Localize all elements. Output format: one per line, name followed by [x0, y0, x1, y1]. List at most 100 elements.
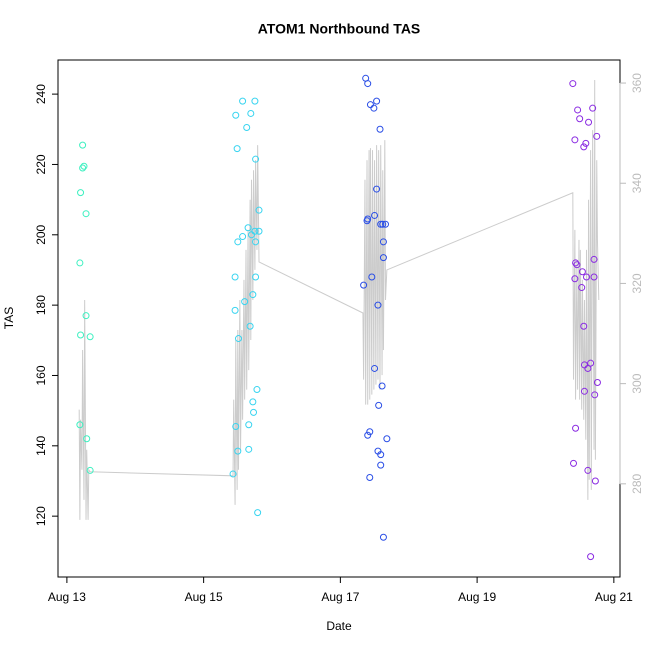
- point: [580, 143, 588, 151]
- point: [371, 364, 379, 372]
- point: [587, 553, 595, 561]
- point: [79, 164, 87, 172]
- point: [254, 509, 262, 517]
- point: [86, 466, 94, 474]
- x-tick-label: Aug 15: [185, 590, 223, 604]
- point: [584, 364, 592, 372]
- point: [574, 106, 582, 114]
- point: [582, 273, 590, 281]
- point: [77, 331, 85, 339]
- point: [379, 220, 387, 228]
- point: [79, 141, 87, 149]
- point: [77, 189, 85, 197]
- point: [246, 322, 254, 330]
- x-tick-label: Aug 19: [458, 590, 496, 604]
- point: [377, 451, 385, 459]
- point: [251, 227, 259, 235]
- point: [571, 136, 579, 144]
- y2-tick-label: 300: [630, 373, 644, 393]
- point: [76, 259, 84, 267]
- point: [584, 466, 592, 474]
- point: [378, 382, 386, 390]
- point: [82, 312, 90, 320]
- point: [580, 387, 588, 395]
- point: [252, 155, 260, 163]
- point: [231, 273, 239, 281]
- point: [593, 132, 601, 140]
- point: [376, 125, 384, 133]
- y-axis-label: TAS: [2, 307, 16, 329]
- point: [578, 284, 586, 292]
- x-tick-label: Aug 13: [48, 590, 86, 604]
- point: [245, 421, 253, 429]
- point: [253, 386, 261, 394]
- point: [383, 435, 391, 443]
- point: [573, 261, 581, 269]
- point: [580, 322, 588, 330]
- point: [370, 104, 378, 112]
- x-tick-label: Aug 17: [321, 590, 359, 604]
- point: [591, 477, 599, 485]
- point: [229, 470, 237, 478]
- point: [239, 233, 247, 241]
- x-tick-label: Aug 21: [595, 590, 633, 604]
- chart-title: ATOM1 Northbound TAS: [258, 21, 421, 37]
- point: [80, 162, 88, 170]
- point: [252, 273, 260, 281]
- point: [231, 306, 239, 314]
- point: [232, 422, 240, 430]
- point: [255, 206, 263, 214]
- point: [247, 109, 255, 117]
- point: [244, 224, 252, 232]
- point: [374, 301, 382, 309]
- point: [572, 259, 580, 267]
- point: [364, 80, 372, 88]
- point: [241, 298, 249, 306]
- point: [364, 215, 372, 223]
- point: [232, 111, 240, 119]
- point: [569, 80, 577, 88]
- point: [585, 118, 593, 126]
- point: [589, 104, 597, 112]
- point: [371, 211, 379, 219]
- point: [234, 335, 242, 343]
- point: [375, 401, 383, 409]
- point: [570, 459, 578, 467]
- point: [243, 124, 251, 132]
- point: [245, 445, 253, 453]
- point: [379, 254, 387, 262]
- point: [83, 435, 91, 443]
- point: [582, 139, 590, 147]
- point: [249, 291, 257, 299]
- point: [366, 428, 374, 436]
- y-tick-label: 160: [34, 365, 48, 385]
- y-tick-label: 120: [34, 506, 48, 526]
- point: [250, 408, 258, 416]
- point: [233, 145, 241, 153]
- point: [251, 97, 259, 105]
- x-axis-label: Date: [326, 619, 352, 633]
- y-tick-label: 200: [34, 224, 48, 244]
- point: [373, 97, 381, 105]
- point: [364, 431, 372, 439]
- point: [252, 238, 260, 246]
- y2-tick-label: 340: [630, 173, 644, 193]
- point: [591, 391, 599, 399]
- point: [377, 220, 385, 228]
- point: [373, 185, 381, 193]
- point: [379, 238, 387, 246]
- y-tick-label: 140: [34, 435, 48, 455]
- point: [234, 447, 242, 455]
- point: [368, 273, 376, 281]
- point: [590, 273, 598, 281]
- point: [590, 255, 598, 263]
- point: [76, 421, 84, 429]
- y2-tick-label: 280: [630, 473, 644, 493]
- y-tick-label: 220: [34, 154, 48, 174]
- y2-tick-label: 320: [630, 273, 644, 293]
- point: [572, 424, 580, 432]
- point: [249, 398, 257, 406]
- point: [587, 359, 595, 367]
